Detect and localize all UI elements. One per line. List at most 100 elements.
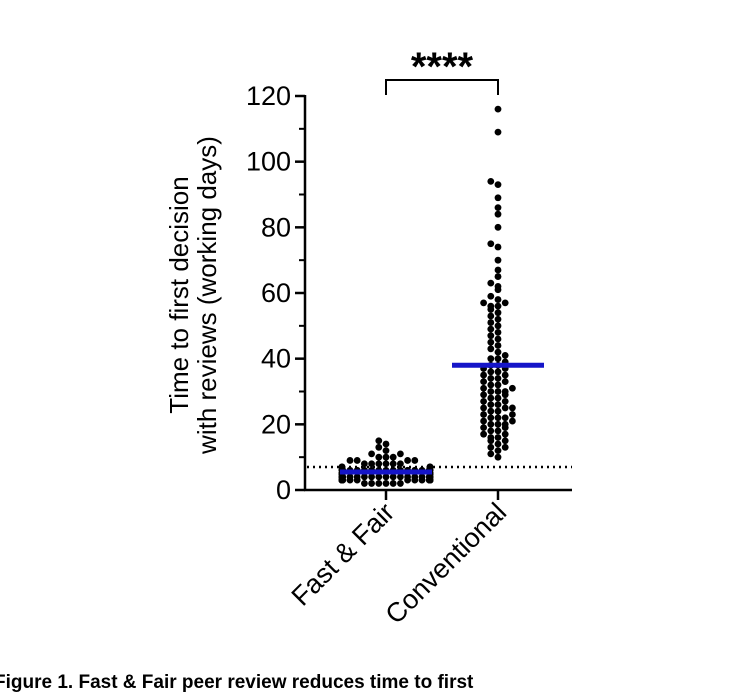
- data-point: [382, 453, 390, 461]
- data-point: [494, 296, 502, 303]
- data-point: [361, 480, 368, 487]
- data-point: [426, 463, 434, 471]
- data-point: [487, 388, 495, 395]
- data-point: [487, 355, 495, 363]
- data-point: [487, 368, 495, 376]
- data-point: [375, 453, 383, 461]
- data-point: [494, 273, 502, 280]
- data-point: [494, 394, 502, 402]
- data-point: [480, 384, 487, 392]
- data-point: [487, 306, 495, 313]
- data-point: [494, 335, 502, 343]
- data-point: [494, 388, 502, 395]
- data-point: [487, 177, 495, 185]
- data-point: [487, 443, 495, 451]
- y-tick-label: 80: [261, 212, 291, 242]
- data-point: [494, 181, 502, 189]
- data-point: [389, 473, 397, 481]
- data-point: [509, 417, 516, 425]
- data-point: [494, 355, 502, 363]
- data-point: [501, 391, 509, 399]
- data-point: [494, 194, 502, 202]
- data-point: [501, 397, 509, 405]
- data-point: [480, 417, 487, 425]
- data-point: [480, 397, 487, 405]
- data-point: [501, 443, 509, 451]
- y-tick-label: 100: [246, 147, 291, 177]
- data-point: [487, 325, 495, 333]
- data-point: [375, 460, 383, 468]
- data-point: [480, 404, 487, 412]
- data-point: [494, 447, 502, 454]
- data-point: [487, 279, 495, 287]
- x-tick-label: Conventional: [380, 497, 513, 630]
- y-tick-label: 60: [261, 278, 291, 308]
- data-point: [494, 266, 502, 274]
- figure-caption: Figure 1. Fast & Fair peer review reduce…: [0, 672, 474, 693]
- data-point: [494, 434, 502, 441]
- data-point: [501, 299, 509, 307]
- data-point: [353, 457, 361, 464]
- data-point: [487, 374, 495, 382]
- data-point: [389, 453, 397, 461]
- data-point: [494, 286, 502, 294]
- data-point: [494, 302, 502, 310]
- data-point: [480, 424, 487, 432]
- data-point: [389, 460, 397, 468]
- y-axis-title-line-1: Time to first decision: [164, 176, 194, 413]
- data-point: [397, 480, 404, 487]
- x-tick-label: Fast & Fair: [286, 497, 401, 612]
- data-point: [487, 437, 495, 445]
- y-axis-title: Time to first decision with reviews (wor…: [164, 136, 222, 455]
- median-lines: [340, 362, 544, 475]
- data-point: [494, 407, 502, 415]
- data-point: [494, 401, 502, 409]
- data-point: [494, 204, 502, 212]
- data-point: [397, 460, 404, 468]
- data-point: [494, 381, 502, 389]
- data-point: [494, 322, 502, 330]
- data-point: [494, 243, 502, 251]
- data-point: [375, 437, 383, 445]
- y-tick-label: 120: [246, 81, 291, 111]
- data-point: [480, 299, 487, 307]
- data-point: [382, 473, 390, 481]
- data-point: [494, 105, 502, 113]
- data-point: [494, 440, 502, 448]
- data-point: [501, 378, 509, 386]
- data-point: [494, 348, 502, 356]
- dot-plot-chart: Time to first decision with reviews (wor…: [164, 45, 572, 630]
- data-point: [487, 338, 495, 346]
- data-point: [418, 476, 426, 484]
- data-point: [487, 332, 495, 340]
- data-point: [397, 473, 404, 481]
- data-point: [480, 411, 487, 418]
- data-point: [411, 476, 419, 484]
- data-point: [375, 473, 383, 481]
- data-point: [494, 329, 502, 336]
- data-point: [411, 457, 419, 464]
- data-point: [389, 480, 397, 487]
- data-point: [480, 378, 487, 386]
- significance-bracket: [385, 79, 499, 95]
- data-point: [487, 240, 495, 248]
- data-point: [487, 381, 495, 389]
- y-tick-label: 40: [261, 344, 291, 374]
- data-point: [487, 394, 495, 402]
- data-point: [361, 473, 368, 481]
- data-point: [382, 447, 390, 454]
- data-point: [375, 443, 383, 451]
- y-tick-label: 20: [261, 409, 291, 439]
- data-point: [494, 210, 502, 218]
- data-point: [368, 473, 375, 481]
- data-point: [494, 256, 502, 264]
- data-point: [494, 427, 502, 435]
- data-point: [397, 450, 404, 458]
- data-point: [494, 342, 502, 349]
- axes: 0 20 40 60 80 100 120: [246, 81, 572, 505]
- data-point: [501, 351, 509, 359]
- data-point: [487, 427, 495, 435]
- data-point: [382, 480, 390, 487]
- data-point: [501, 414, 509, 422]
